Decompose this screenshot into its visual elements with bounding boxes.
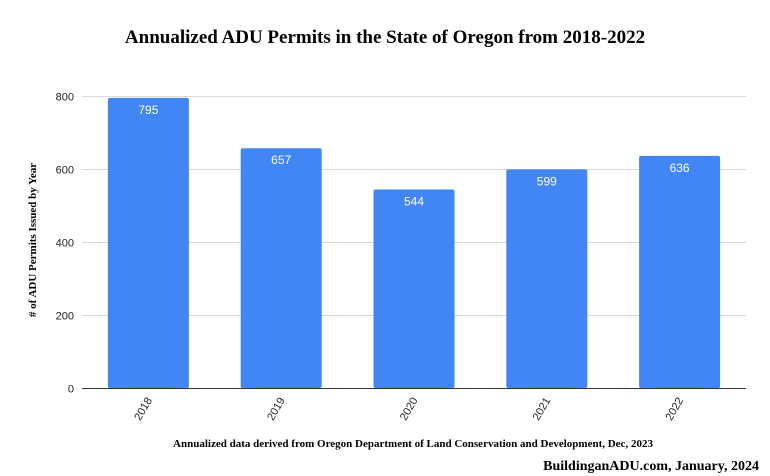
bars xyxy=(107,97,721,388)
bar-2020 xyxy=(373,189,455,388)
y-tick-label: 400 xyxy=(56,238,74,250)
data-label: 636 xyxy=(670,161,690,175)
x-tick-label: 2022 xyxy=(664,396,687,423)
x-tick-label: 2020 xyxy=(398,396,421,423)
y-tick-label: 800 xyxy=(56,92,74,104)
y-tick-label: 200 xyxy=(56,311,74,323)
y-axis-ticks: 0 200 400 600 800 xyxy=(56,92,74,396)
x-axis-ticks: 2018 2019 2020 2021 2022 xyxy=(132,396,686,423)
x-tick-label: 2018 xyxy=(132,396,155,423)
y-tick-label: 600 xyxy=(56,165,74,177)
credit-line: BuildinganADU.com, January, 2024 xyxy=(543,459,759,474)
y-tick-label: 0 xyxy=(68,384,74,396)
chart-title: Annualized ADU Permits in the State of O… xyxy=(125,27,645,48)
data-label: 544 xyxy=(404,194,424,208)
data-labels: 795 657 544 599 636 xyxy=(138,103,690,209)
bar-2018 xyxy=(107,97,189,388)
x-tick-label: 2021 xyxy=(531,396,554,423)
bar-2022 xyxy=(639,155,721,388)
data-label: 599 xyxy=(537,174,557,188)
data-label: 657 xyxy=(271,153,291,167)
bar-2021 xyxy=(506,169,588,388)
x-axis-title: Annualized data derived from Oregon Depa… xyxy=(173,438,653,450)
data-label: 795 xyxy=(138,103,158,117)
y-axis-title: # of ADU Permits Issued by Year xyxy=(27,163,39,317)
x-tick-label: 2019 xyxy=(265,396,288,423)
bar-2019 xyxy=(240,148,322,388)
